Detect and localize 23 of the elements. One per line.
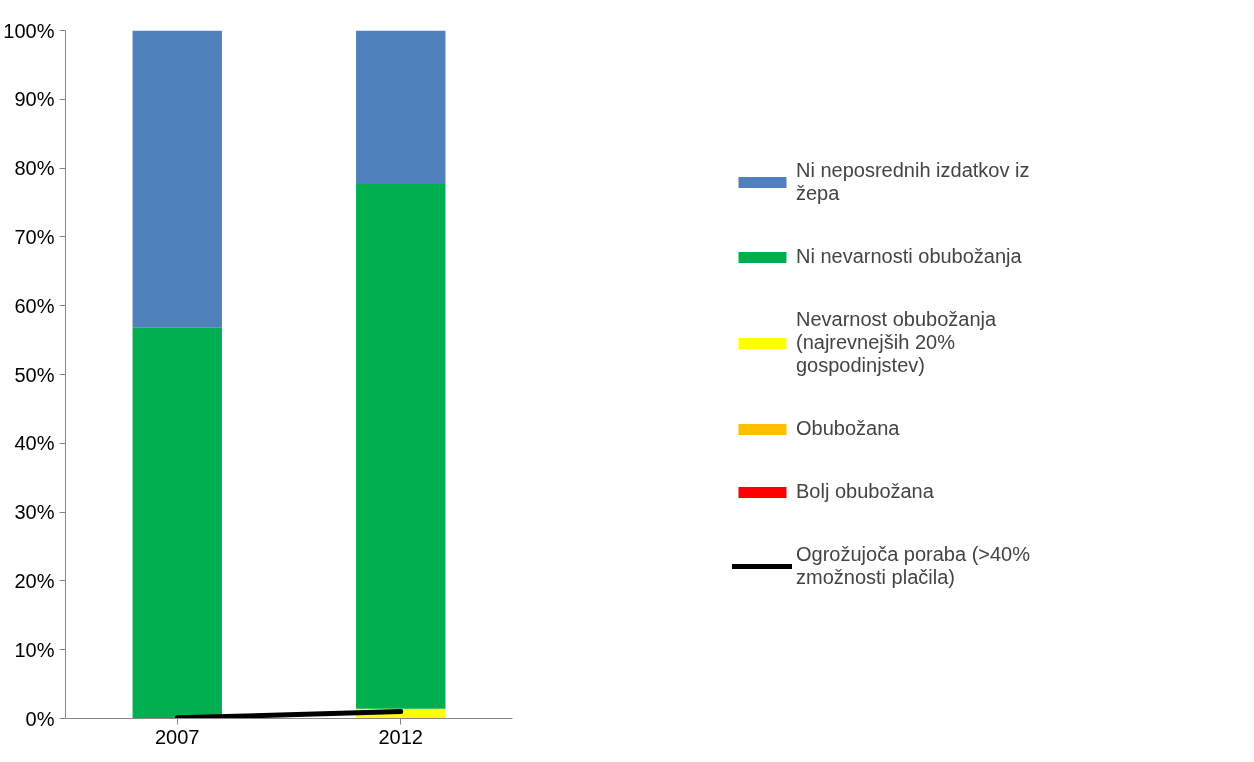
y-tick-label: 60% bbox=[14, 294, 55, 317]
legend-label: Nevarnost obubožanja (najrevnejših 20% gospodinjstev) bbox=[795, 308, 997, 377]
legend-label: Bolj obubožana bbox=[795, 480, 934, 503]
legend-label: Ni nevarnosti obubožanja bbox=[795, 245, 1022, 268]
y-tick-label: 30% bbox=[14, 501, 55, 524]
legend-label: Ni neposrednih izdatkov iz žepa bbox=[795, 159, 1030, 205]
x-tick-label: 2007 bbox=[155, 725, 200, 748]
y-tick-label: 40% bbox=[14, 432, 55, 455]
y-tick-label: 80% bbox=[14, 157, 55, 180]
y-tick-label: 70% bbox=[14, 225, 55, 248]
legend-label: Ogrožujoča poraba (>40% zmožnosti plačila) bbox=[795, 543, 1031, 589]
bar bbox=[132, 30, 222, 328]
y-tick-label: 0% bbox=[25, 707, 55, 730]
y-tick-label: 90% bbox=[14, 88, 55, 111]
y-tick-label: 20% bbox=[14, 569, 55, 592]
x-tick-label: 2012 bbox=[378, 725, 423, 748]
bar bbox=[356, 183, 446, 709]
y-tick-label: 100% bbox=[3, 19, 55, 42]
legend-label: Obubožana bbox=[795, 417, 900, 440]
bar bbox=[356, 30, 446, 184]
y-tick-label: 10% bbox=[14, 638, 55, 661]
y-tick-label: 50% bbox=[14, 363, 55, 386]
bar bbox=[132, 327, 222, 719]
